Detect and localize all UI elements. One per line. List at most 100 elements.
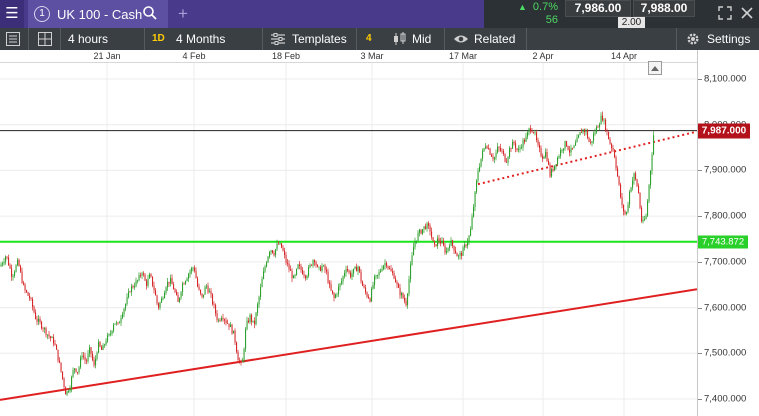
- search-icon[interactable]: [142, 5, 158, 21]
- scroll-to-latest-icon[interactable]: [648, 61, 662, 75]
- candle-body: [513, 141, 515, 144]
- settings-button[interactable]: Settings: [707, 32, 751, 46]
- candle-body: [135, 280, 137, 287]
- candle-body: [168, 281, 170, 284]
- candlestick-icon[interactable]: [393, 32, 407, 46]
- horizontal-level-label[interactable]: 7,743.872: [698, 235, 748, 249]
- plus-icon[interactable]: +: [178, 4, 188, 23]
- candle-body: [402, 293, 404, 299]
- candle-body: [647, 201, 649, 216]
- candle-body: [492, 156, 494, 160]
- candle-body: [83, 355, 85, 357]
- period-dropdown[interactable]: 4 Months: [176, 32, 226, 46]
- candle-body: [452, 240, 454, 246]
- price-type-dropdown[interactable]: Mid: [412, 32, 432, 46]
- candle-body: [246, 320, 248, 330]
- candle-body: [243, 348, 245, 361]
- candle-body: [296, 268, 298, 275]
- candle-body: [390, 268, 392, 272]
- y-tick: [698, 353, 702, 355]
- candle-body: [453, 245, 455, 251]
- candle-body: [75, 368, 77, 372]
- candle-body: [414, 241, 416, 247]
- candle-body: [276, 243, 278, 250]
- candle-body: [552, 168, 554, 171]
- candle-body: [35, 312, 37, 319]
- candle-body: [450, 240, 452, 246]
- candle-body: [254, 320, 256, 325]
- trend-line: [0, 288, 697, 401]
- candle-body: [548, 160, 550, 165]
- candle-body: [257, 304, 259, 313]
- y-tick: [698, 261, 702, 263]
- expand-icon[interactable]: [718, 6, 732, 20]
- candle-body: [273, 253, 275, 256]
- candle-body: [48, 334, 50, 337]
- price-axis[interactable]: 7,400.000 7,500.000 7,600.000 7,700.000 7,80…: [697, 50, 759, 416]
- candle-body: [443, 240, 445, 246]
- candle-body: [198, 286, 200, 290]
- candle-body: [114, 323, 116, 325]
- candle-body: [467, 241, 469, 246]
- candle-body: [203, 294, 205, 297]
- candle-body: [230, 324, 232, 328]
- candle-body: [324, 265, 326, 270]
- candle-body: [554, 165, 556, 171]
- sell-price-button[interactable]: 7,986.00: [565, 0, 631, 17]
- list-view-icon[interactable]: [6, 32, 20, 46]
- candle-body: [23, 282, 25, 285]
- candlestick-series: [0, 111, 655, 397]
- candle-body: [227, 322, 229, 324]
- related-button[interactable]: Related: [474, 32, 516, 46]
- gear-icon[interactable]: [686, 32, 700, 46]
- candle-body: [150, 274, 152, 277]
- y-tick: [698, 307, 702, 309]
- candle-body: [350, 272, 352, 278]
- candle-body: [147, 278, 149, 286]
- close-icon[interactable]: [740, 6, 754, 20]
- chart-annotations: [0, 130, 697, 401]
- candle-body: [456, 253, 458, 257]
- candle-body: [92, 353, 94, 360]
- candle-body: [240, 360, 242, 362]
- candle-body: [50, 336, 52, 339]
- candle-body: [272, 250, 274, 254]
- candle-body: [188, 274, 190, 279]
- candle-body: [486, 146, 488, 149]
- candle-body: [63, 378, 65, 388]
- candle-body: [282, 247, 284, 251]
- layout-grid-icon[interactable]: [38, 32, 52, 46]
- candle-body: [74, 368, 76, 371]
- candle-body: [519, 147, 521, 150]
- candle-body: [530, 128, 532, 131]
- candle-body: [603, 119, 605, 121]
- candle-body: [11, 268, 13, 277]
- candle-body: [107, 335, 109, 342]
- candle-body: [38, 318, 40, 322]
- candle-body: [174, 289, 176, 292]
- templates-button[interactable]: Templates: [292, 32, 347, 46]
- candle-body: [14, 271, 16, 276]
- candle-body: [462, 247, 464, 256]
- y-tick-label: 7,700.000: [704, 256, 747, 268]
- candle-body: [245, 329, 247, 349]
- price-chart[interactable]: [0, 0, 697, 416]
- hamburger-menu-icon[interactable]: ☰: [0, 0, 24, 28]
- instrument-selector[interactable]: 1 UK 100 - Cash: [28, 0, 168, 28]
- candle-body: [482, 150, 484, 159]
- candle-body: [614, 150, 616, 158]
- y-tick: [698, 399, 702, 400]
- eye-icon[interactable]: [453, 32, 469, 46]
- buy-price-button[interactable]: 7,988.00: [633, 0, 695, 17]
- candle-body: [618, 176, 620, 185]
- candle-body: [329, 282, 331, 285]
- templates-icon[interactable]: [270, 32, 286, 46]
- candle-body: [447, 247, 449, 251]
- candle-body: [195, 270, 197, 279]
- candle-body: [330, 284, 332, 291]
- candle-body: [125, 304, 127, 309]
- candle-body: [515, 143, 517, 149]
- interval-dropdown[interactable]: 4 hours: [68, 32, 109, 46]
- candle-body: [485, 146, 487, 149]
